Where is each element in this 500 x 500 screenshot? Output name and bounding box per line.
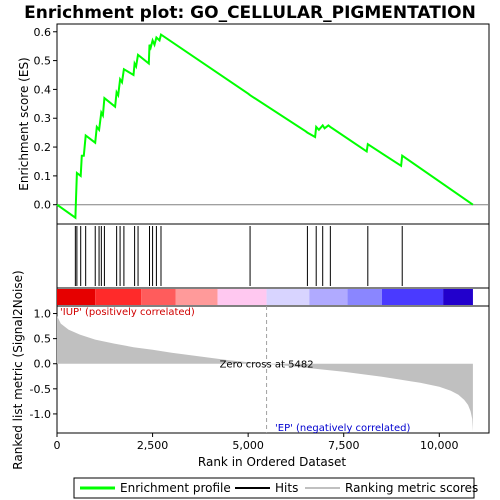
color-bar-segment: [309, 289, 348, 305]
metric-y-tick-label: 0.5: [34, 333, 52, 346]
legend-hits-label: Hits: [275, 481, 298, 495]
color-bar-segment: [141, 289, 176, 305]
metric-x-axis: 0 2,500 5,000 7,500 10,000: [54, 433, 459, 452]
x-tick-label: 10,000: [420, 439, 459, 452]
color-bar-segment: [443, 289, 473, 305]
legend-metric-label: Ranking metric scores: [345, 481, 478, 495]
metric-y-axis-label: Ranked list metric (Signal2Noise): [11, 270, 25, 469]
color-bar-segment: [175, 289, 218, 305]
x-tick-label: 0: [54, 439, 61, 452]
color-bar-segment: [347, 289, 382, 305]
metric-y-tick-label: 0.0: [34, 358, 52, 371]
hits-panel-frame: [56, 223, 490, 289]
positive-correlation-label: 'IUP' (positively correlated): [60, 307, 195, 318]
ranked-list-color-bar: [56, 287, 490, 307]
chart-title: Enrichment plot: GO_CELLULAR_PIGMENTATIO…: [24, 3, 476, 23]
legend-enrichment-label: Enrichment profile: [120, 481, 231, 495]
es-panel-frame: [56, 23, 490, 225]
enrichment-profile-line: [56, 32, 474, 220]
es-y-tick-label: 0.5: [34, 55, 52, 68]
es-y-tick-label: 0.2: [34, 141, 52, 154]
x-tick-label: 2,500: [137, 439, 169, 452]
ranking-metric-area: [57, 316, 473, 432]
color-bar-segment: [95, 289, 142, 305]
hits-panel: [56, 223, 490, 289]
x-tick-label: 5,000: [232, 439, 264, 452]
es-y-tick-label: 0.6: [34, 26, 52, 39]
es-y-axis: 0.0 0.1 0.2 0.3 0.4 0.5 0.6: [34, 26, 57, 212]
zero-cross-label: Zero cross at 5482: [220, 360, 314, 371]
es-y-tick-label: 0.1: [34, 170, 52, 183]
legend-frame: [73, 477, 475, 499]
metric-y-tick-label: 1.0: [34, 308, 52, 321]
es-y-axis-label: Enrichment score (ES): [17, 57, 31, 190]
legend: Enrichment profile Hits Ranking metric s…: [73, 477, 478, 499]
x-tick-label: 7,500: [328, 439, 360, 452]
es-y-tick-label: 0.4: [34, 83, 52, 96]
color-bar-segment: [57, 289, 96, 305]
es-panel: 0.0 0.1 0.2 0.3 0.4 0.5 0.6 Enrichment score (…: [17, 23, 490, 225]
x-axis-label: Rank in Ordered Dataset: [198, 455, 346, 469]
metric-y-tick-label: -1.0: [30, 408, 51, 421]
metric-y-tick-label: -0.5: [30, 383, 51, 396]
color-bar-segment: [217, 289, 267, 305]
hit-markers: [74, 226, 403, 286]
es-y-tick-label: 0.0: [34, 199, 52, 212]
negative-correlation-label: 'EP' (negatively correlated): [275, 423, 410, 434]
metric-y-axis: 1.0 0.5 0.0 -0.5 -1.0: [30, 308, 57, 421]
color-bar-segment: [381, 289, 444, 305]
es-y-tick-label: 0.3: [34, 112, 52, 125]
metric-panel: Zero cross at 5482 'IUP' (positively cor…: [11, 270, 490, 470]
color-bar-segment: [266, 289, 310, 305]
